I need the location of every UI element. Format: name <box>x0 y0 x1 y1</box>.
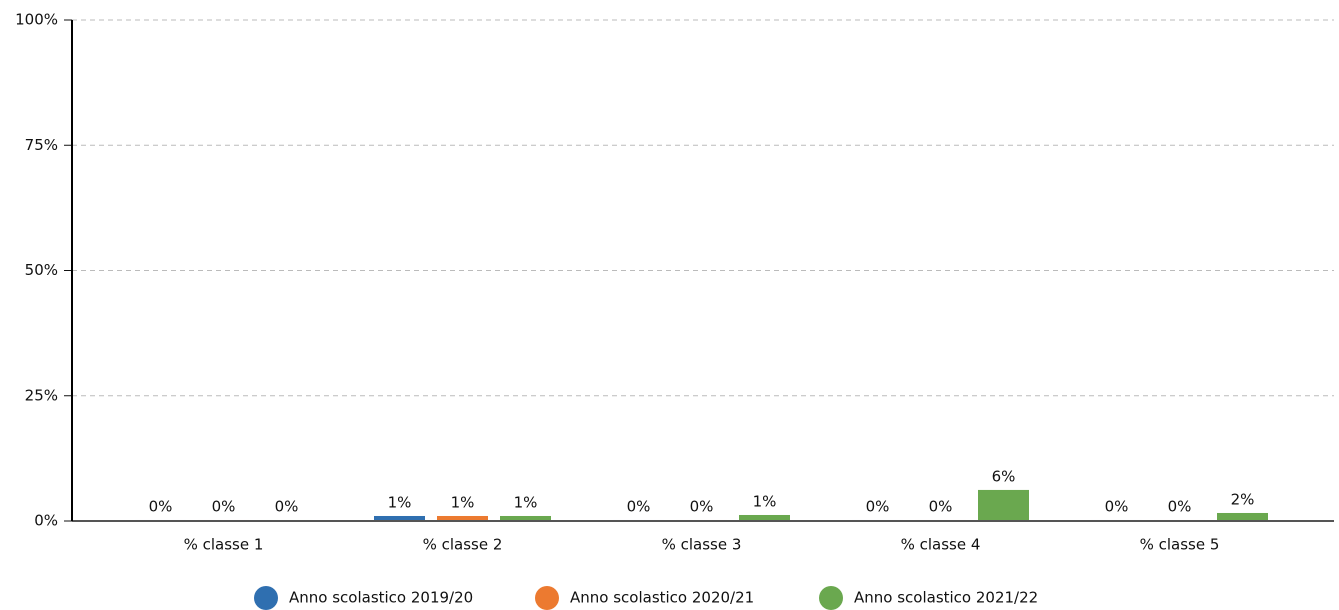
bar <box>500 515 551 521</box>
x-tick-label: % classe 2 <box>423 536 503 554</box>
y-tick-label: 0% <box>34 512 58 530</box>
value-label: 0% <box>929 497 953 515</box>
value-label: 1% <box>388 493 412 511</box>
value-label: 2% <box>1231 490 1255 508</box>
bar <box>978 489 1029 521</box>
x-tick-label: % classe 1 <box>184 536 264 554</box>
value-label: 0% <box>866 497 890 515</box>
value-label: 0% <box>1168 497 1192 515</box>
value-label: 0% <box>690 497 714 515</box>
value-label: 1% <box>451 493 475 511</box>
legend-label: Anno scolastico 2020/21 <box>570 589 754 607</box>
x-tick-label: % classe 5 <box>1140 536 1220 554</box>
value-label: 1% <box>753 492 777 510</box>
value-label: 0% <box>212 497 236 515</box>
value-label: 6% <box>992 467 1016 485</box>
bar <box>739 514 790 521</box>
value-label: 0% <box>149 497 173 515</box>
value-label: 1% <box>514 493 538 511</box>
bar <box>1217 512 1268 521</box>
legend-swatch <box>535 586 559 610</box>
legend-swatch <box>254 586 278 610</box>
y-tick-label: 50% <box>25 261 58 279</box>
y-tick-label: 100% <box>15 11 58 29</box>
value-label: 0% <box>627 497 651 515</box>
value-label: 0% <box>1105 497 1129 515</box>
y-tick-label: 25% <box>25 386 58 404</box>
bar <box>437 515 488 521</box>
x-tick-label: % classe 3 <box>662 536 742 554</box>
legend-swatch <box>819 586 843 610</box>
y-tick-label: 75% <box>25 136 58 154</box>
bar <box>374 515 425 521</box>
value-label: 0% <box>275 497 299 515</box>
x-tick-label: % classe 4 <box>901 536 981 554</box>
legend-label: Anno scolastico 2019/20 <box>289 589 473 607</box>
legend-label: Anno scolastico 2021/22 <box>854 589 1038 607</box>
